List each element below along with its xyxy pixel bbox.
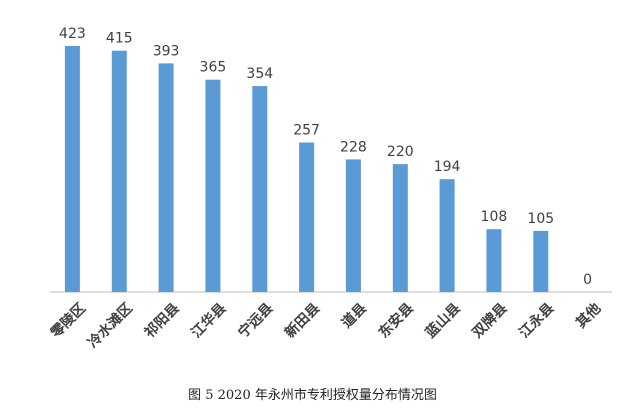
category-label: 宁远县 (235, 300, 277, 342)
category-label: 东安县 (375, 300, 417, 342)
bar (486, 229, 502, 292)
data-label: 194 (434, 159, 461, 175)
data-label: 220 (387, 144, 414, 160)
category-label: 江华县 (188, 300, 230, 342)
bar (299, 142, 315, 292)
data-label: 105 (527, 211, 554, 227)
value-labels-group: 423 415 393 365 354 257 228 220 194 108 105 0 (59, 26, 592, 288)
bar (158, 63, 174, 293)
bar (533, 230, 549, 292)
category-label: 蓝山县 (422, 300, 464, 342)
bars-group (64, 46, 549, 293)
category-label: 祁阳县 (141, 300, 183, 342)
bar (111, 50, 127, 293)
category-label: 零陵区 (47, 300, 89, 342)
bar (205, 79, 221, 292)
category-label: 冷水滩区 (84, 300, 136, 352)
data-label: 423 (59, 26, 86, 42)
bar (345, 159, 361, 292)
data-label: 0 (583, 272, 592, 288)
data-label: 393 (153, 43, 180, 59)
bar (392, 164, 408, 292)
category-label: 江永县 (516, 300, 558, 342)
data-label: 354 (246, 66, 273, 82)
bar (64, 46, 80, 292)
data-label: 228 (340, 139, 367, 155)
bar (439, 179, 455, 292)
category-label: 道县 (338, 300, 370, 332)
data-label: 108 (481, 209, 508, 225)
category-label: 其他 (572, 300, 604, 332)
category-label: 新田县 (281, 300, 323, 342)
bar (252, 86, 268, 292)
data-label: 415 (106, 31, 133, 47)
figure-caption: 图 5 2020 年永州市专利授权量分布情况图 (188, 388, 437, 403)
category-label: 双牌县 (469, 300, 511, 342)
data-label: 257 (293, 123, 320, 139)
data-label: 365 (200, 60, 227, 76)
